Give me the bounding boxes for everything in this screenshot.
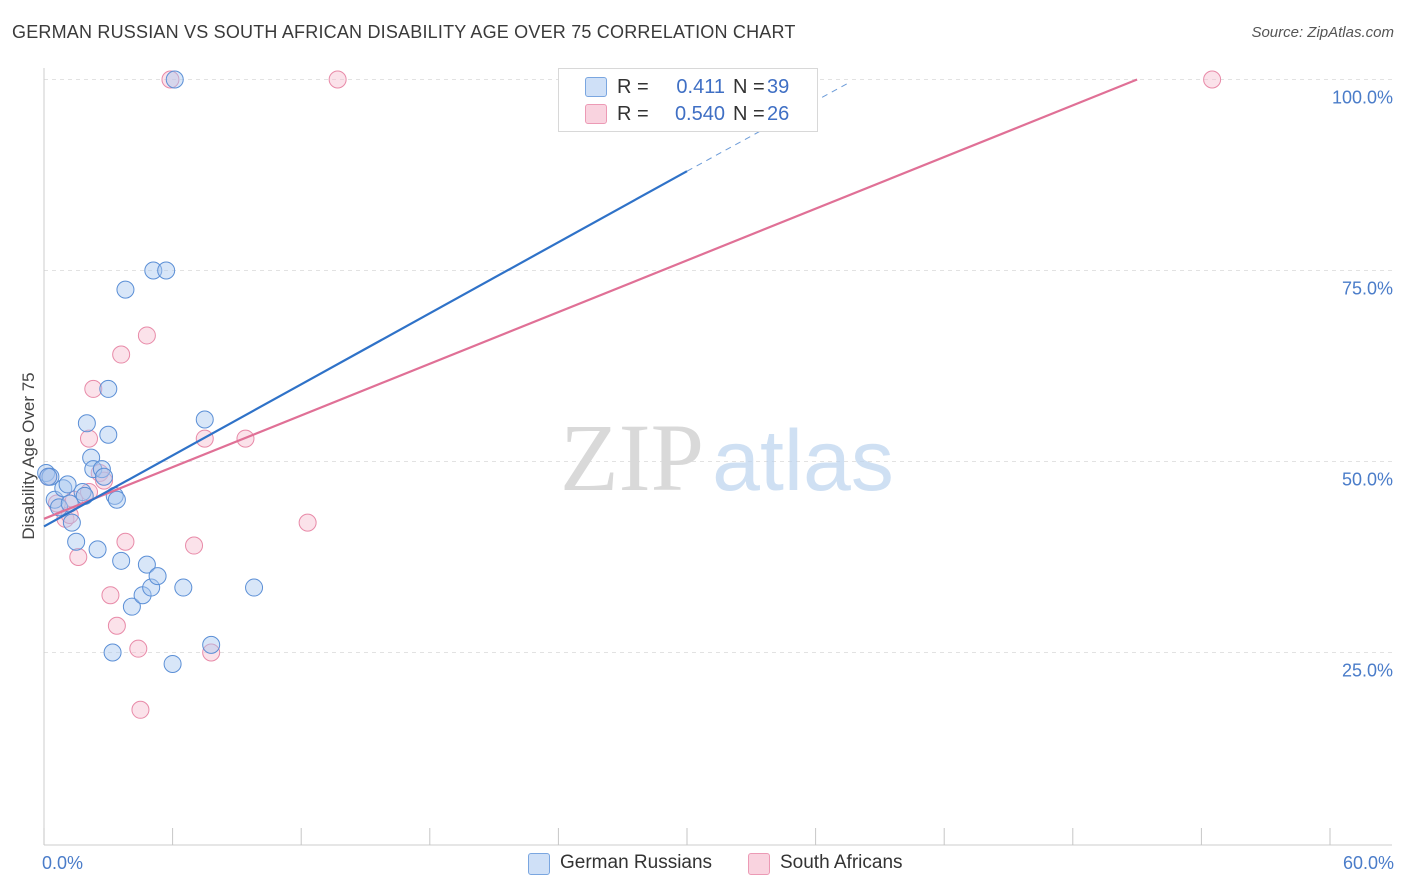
german-russians-points — [37, 70, 649, 673]
legend-n-value: 26 — [767, 103, 790, 125]
german-russian-point — [112, 551, 131, 570]
german-russian-point — [77, 414, 96, 433]
legend-r-value: 0.540 — [674, 103, 725, 125]
german-swatch — [585, 77, 607, 97]
german-russian-point — [82, 448, 101, 467]
german-russians-trend-line — [43, 170, 688, 528]
german-russian-point — [165, 70, 184, 89]
south-african-point — [80, 429, 99, 448]
german-russian-point — [58, 475, 77, 494]
german-russian-point — [148, 567, 167, 586]
south-african-point — [298, 513, 317, 532]
grid-lines — [44, 79, 1392, 653]
south-african-point — [69, 548, 88, 566]
south-african-point — [137, 326, 156, 345]
legend-r-value: 0.411 — [676, 76, 725, 98]
south-african-point — [116, 532, 135, 551]
south-african-point — [107, 616, 126, 635]
german-russian-point — [245, 578, 264, 597]
south-swatch — [748, 853, 770, 875]
legend-r-label: R = — [617, 76, 649, 98]
watermark-zip: ZIP — [560, 404, 704, 511]
south-african-point — [112, 345, 131, 364]
german-russian-point — [142, 578, 161, 597]
german-russian-point — [99, 425, 118, 444]
german-russian-point — [174, 578, 193, 597]
german-russian-point — [107, 490, 126, 509]
legend-south-label: South Africans — [780, 852, 903, 873]
x-tick-label-min: 0.0% — [42, 853, 83, 873]
german-russian-point — [137, 555, 156, 574]
german-russian-point — [99, 379, 118, 398]
chart-title: GERMAN RUSSIAN VS SOUTH AFRICAN DISABILI… — [12, 22, 796, 42]
south-african-point — [84, 379, 103, 398]
y-axis-label: Disability Age Over 75 — [19, 372, 38, 539]
german-russian-point — [157, 261, 176, 280]
south-africans-points — [39, 70, 1222, 719]
german-russian-point — [144, 261, 163, 280]
legend-german-label: German Russians — [560, 852, 713, 873]
german-russian-point — [195, 410, 214, 429]
german-russian-point — [103, 643, 122, 662]
south-african-point — [202, 643, 221, 662]
south-african-point — [129, 639, 148, 658]
south-african-point — [1203, 70, 1222, 89]
german-russian-point — [116, 280, 135, 299]
german-russian-point — [202, 635, 221, 654]
german-russian-point — [88, 540, 107, 559]
german-russian-point — [163, 654, 182, 673]
watermark-atlas: atlas — [712, 413, 894, 509]
german-russian-point — [67, 532, 86, 551]
german-russian-point — [95, 467, 114, 486]
south-africans-trend-line — [43, 78, 1138, 520]
x-tick-label-max: 60.0% — [1343, 853, 1394, 873]
y-tick-label: 75.0% — [1342, 279, 1393, 299]
y-tick-label: 50.0% — [1342, 470, 1393, 490]
south-african-point — [131, 700, 150, 719]
legend-n-value: 39 — [767, 76, 790, 98]
axes — [43, 68, 1392, 846]
south-african-point — [101, 586, 120, 605]
south-swatch — [585, 104, 607, 124]
south-african-point — [161, 70, 180, 89]
german-swatch — [528, 853, 550, 875]
south-african-point — [185, 536, 204, 555]
german-russian-point — [62, 513, 81, 532]
source-label: Source: ZipAtlas.com — [1251, 24, 1394, 41]
south-african-point — [328, 70, 347, 89]
german-russian-point — [39, 467, 58, 486]
south-african-point — [95, 471, 114, 490]
y-tick-label: 100.0% — [1332, 88, 1393, 108]
german-russian-point — [92, 460, 111, 479]
german-russian-point — [122, 597, 141, 616]
correlation-legend: R = 0.411 N = 39 R = 0.540 N = 26 — [558, 68, 818, 132]
legend-n-label: N = — [733, 103, 765, 125]
legend-r-label: R = — [617, 103, 649, 125]
y-tick-label: 25.0% — [1342, 661, 1393, 681]
legend-n-label: N = — [733, 76, 765, 98]
watermark: ZIP atlas — [560, 404, 894, 511]
tick-labels: 100.0% 75.0% 50.0% 25.0% 0.0% 60.0% — [42, 88, 1394, 874]
